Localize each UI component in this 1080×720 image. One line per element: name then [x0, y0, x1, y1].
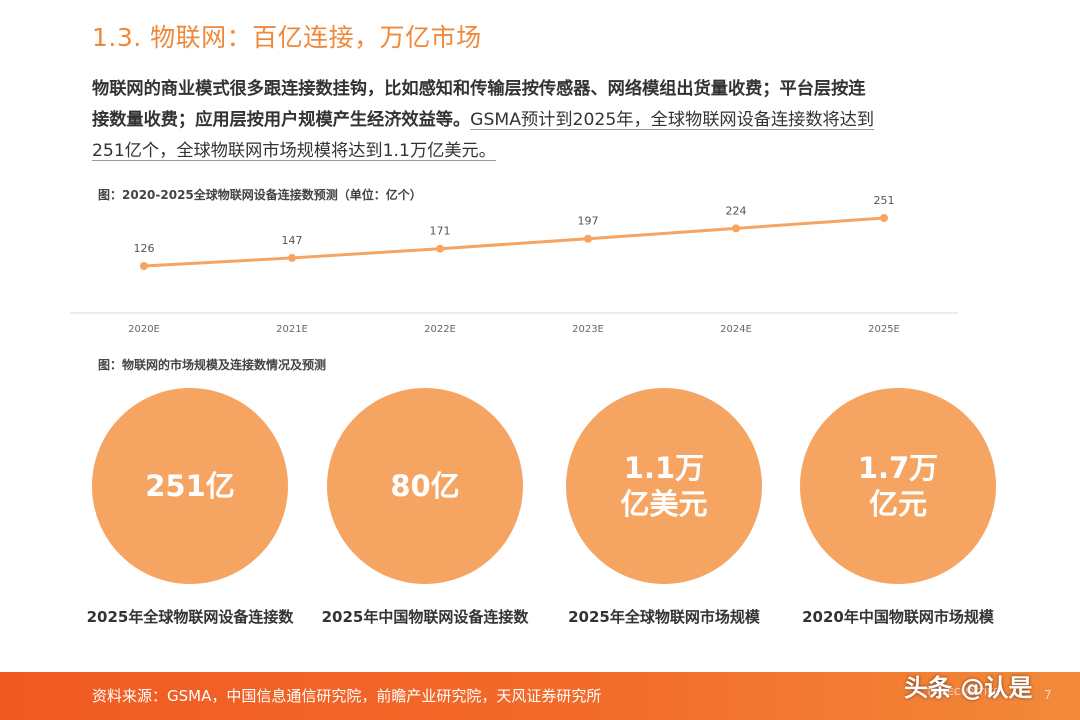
data-point — [288, 253, 296, 262]
circles-caption: 图：物联网的市场规模及连接数情况及预测 — [98, 358, 327, 372]
intro-paragraph: 物联网的商业模式很多跟连接数挂钩，比如感知和传输层按传感器、网络模组出货量收费；… — [92, 74, 984, 167]
data-point — [880, 214, 888, 222]
paragraph-bold-tail: 接数量收费；应用层按用户规模产生经济效益等。 — [92, 110, 471, 130]
stat-label: 2025年全球物联网市场规模 — [568, 608, 760, 626]
paragraph-line-3: 251亿个，全球物联网市场规模将达到1.1万亿美元。 — [92, 136, 984, 167]
paragraph-line-2: 接数量收费；应用层按用户规模产生经济效益等。GSMA预计到2025年，全球物联网… — [92, 105, 984, 136]
footer-bar: 资料来源：GSMA，中国信息通信研究院，前瞻产业研究院，天风证券研究所 TF S… — [0, 672, 1080, 720]
watermark: 头条 @认是 — [904, 674, 1033, 702]
data-point — [584, 234, 592, 243]
paragraph-highlight-2: 251亿个，全球物联网市场规模将达到1.1万亿美元。 — [92, 141, 496, 161]
x-tick-label: 2021E — [276, 324, 308, 335]
paragraph-line-1: 物联网的商业模式很多跟连接数挂钩，比如感知和传输层按传感器、网络模组出货量收费；… — [92, 79, 866, 99]
stat-circle-value: 1.1万 亿美元 — [620, 451, 708, 521]
series-line — [142, 216, 886, 268]
stat-circle-4: 1.7万 亿元 — [800, 388, 996, 584]
stat-label: 2025年全球物联网设备连接数 — [86, 608, 294, 626]
x-tick-label: 2024E — [720, 324, 752, 335]
stat-circle-value: 80亿 — [390, 469, 460, 503]
x-tick-label: 2022E — [424, 324, 456, 335]
data-label: 126 — [134, 242, 155, 255]
page-number: 7 — [1044, 688, 1052, 702]
data-label: 224 — [726, 204, 747, 217]
chart-caption: 图：2020-2025全球物联网设备连接数预测（单位：亿个） — [98, 188, 422, 202]
page-title: 1.3. 物联网：百亿连接，万亿市场 — [92, 23, 482, 52]
connections-line-chart: 126 147 171 197 224 251 2020E 2021E 2022E 2023E 20… — [70, 194, 958, 335]
stat-label: 2025年中国物联网设备连接数 — [321, 608, 529, 626]
stat-circle-1: 251亿 — [92, 388, 288, 584]
stat-label: 2020年中国物联网市场规模 — [802, 608, 994, 626]
x-tick-label: 2025E — [868, 324, 900, 335]
data-label: 197 — [578, 215, 599, 228]
stat-circle-value: 251亿 — [145, 469, 235, 503]
stat-circle-2: 80亿 — [327, 388, 523, 584]
data-point — [732, 224, 740, 233]
data-label: 147 — [282, 234, 303, 247]
data-point — [140, 262, 148, 270]
company-logo-text: TF SECURITIES — [926, 687, 1000, 698]
source-note: 资料来源：GSMA，中国信息通信研究院，前瞻产业研究院，天风证券研究所 — [92, 687, 602, 705]
data-label: 251 — [874, 194, 895, 207]
x-tick-label: 2023E — [572, 324, 604, 335]
data-point — [436, 244, 444, 253]
paragraph-highlight-1: GSMA预计到2025年，全球物联网设备连接数将达到 — [470, 110, 875, 130]
stat-circle-value: 1.7万 亿元 — [857, 451, 939, 521]
data-label: 171 — [430, 225, 451, 238]
x-tick-label: 2020E — [128, 324, 160, 335]
stat-circle-3: 1.1万 亿美元 — [566, 388, 762, 584]
